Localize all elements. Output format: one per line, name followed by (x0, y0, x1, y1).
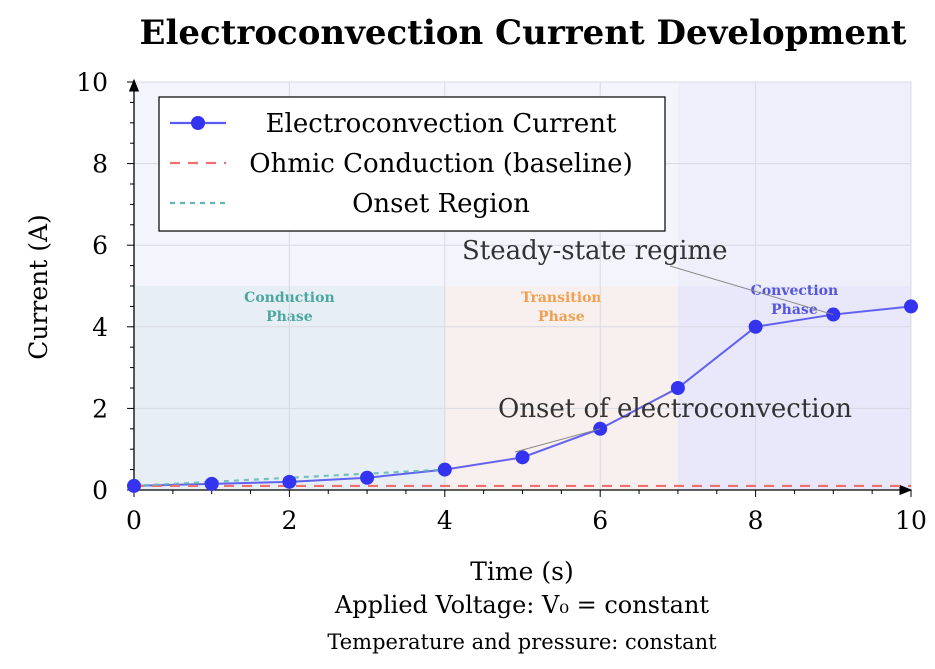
phase-label-3: Convection (751, 283, 839, 299)
annotation-line-1 (669, 265, 834, 316)
phase-label-2-line2: Phase (538, 309, 585, 325)
phase-region-2 (444, 286, 678, 490)
y-axis-label: Current (A) (24, 214, 53, 360)
y-tick-label: 4 (92, 313, 108, 342)
caption-conditions: Temperature and pressure: constant (327, 630, 717, 654)
y-tick-label: 8 (92, 150, 108, 179)
data-points (127, 299, 918, 493)
data-point (904, 299, 918, 314)
x-tick-label: 8 (748, 506, 764, 535)
axes (127, 78, 913, 497)
phase-label-3-line2: Phase (771, 302, 818, 318)
y-tick-label: 10 (76, 68, 108, 97)
data-point (204, 476, 219, 491)
x-axis-label: Time (s) (470, 557, 573, 586)
x-tick-label: 2 (281, 506, 297, 535)
data-point (360, 470, 375, 485)
y-tick-label: 0 (92, 476, 108, 505)
annotation-text-1: Steady-state regime (462, 236, 727, 266)
tick-labels: 0 2 4 6 8 10 0 2 4 6 8 10 (76, 68, 927, 535)
x-tick-label: 0 (126, 506, 142, 535)
annotation-text-2: Onset of electroconvection (498, 394, 852, 424)
caption-voltage: Applied Voltage: V₀ = constant (334, 591, 709, 619)
data-point (437, 462, 452, 477)
legend-box (158, 96, 666, 232)
data-point (670, 381, 685, 395)
series-line-3 (133, 468, 445, 488)
x-tick-label: 6 (592, 506, 608, 535)
legend-label-3: Onset Region (352, 189, 530, 219)
data-point (515, 450, 530, 465)
phase-regions: ConductionPhaseTransitionPhaseConvection… (134, 283, 911, 490)
x-tick-label: 4 (437, 506, 453, 535)
legend-label-1: Electroconvection Current (266, 109, 617, 139)
legend-label-2: Ohmic Conduction (baseline) (249, 149, 632, 179)
x-tick-label: 10 (895, 506, 927, 535)
annotations: Steady-state regime Onset of electroconve… (462, 236, 852, 453)
y-tick-label: 2 (92, 394, 108, 423)
convection-upper-shading (677, 82, 911, 286)
data-point (282, 474, 297, 489)
annotation-line-2 (514, 428, 601, 453)
chart-title: Electroconvection Current Development (140, 13, 907, 53)
data-point (127, 478, 141, 493)
legend: Electroconvection Current Ohmic Conductio… (158, 96, 666, 232)
y-tick-label: 6 (92, 231, 108, 260)
phase-label-2: Transition (521, 290, 602, 306)
legend-marker-1 (191, 116, 205, 130)
data-point (748, 319, 763, 334)
